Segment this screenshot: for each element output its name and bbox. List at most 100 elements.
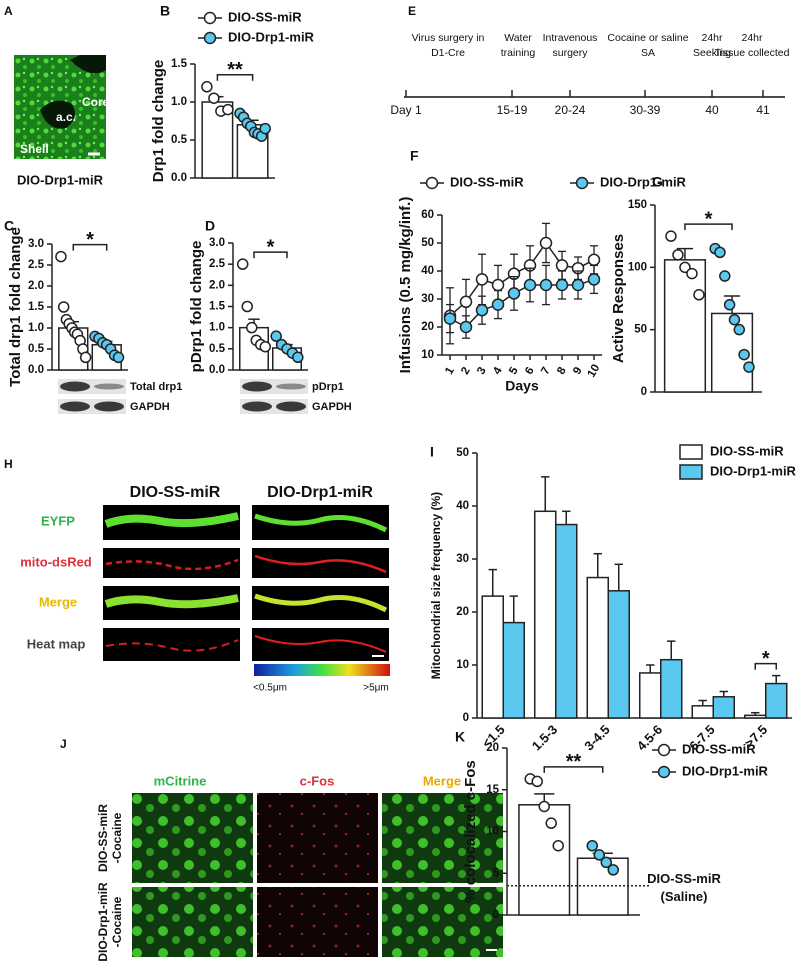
column-title: c-Fos (300, 773, 335, 788)
x-tick-label: 10 (586, 362, 603, 379)
significance-bracket (684, 223, 733, 231)
data-point (531, 775, 543, 788)
significance-label: ** (566, 751, 582, 773)
y-tick-label: 30 (456, 553, 469, 565)
significance-label: * (267, 236, 275, 258)
x-tick-label: 9 (571, 365, 585, 377)
dendrite (104, 512, 239, 528)
blot-label: GAPDH (130, 401, 170, 413)
data-point (555, 259, 569, 272)
bar (518, 804, 571, 916)
y-axis-label: Drp1 fold change (150, 60, 167, 183)
image-label: Core (82, 95, 110, 109)
colorbar-label: >5μm (363, 683, 389, 694)
significance-label: * (705, 208, 713, 230)
x-tick-label: 8 (555, 365, 569, 377)
dendrite (105, 558, 239, 571)
column-title: Merge (423, 773, 461, 788)
bar (534, 510, 557, 719)
image (103, 548, 240, 578)
data-point (201, 81, 213, 93)
data-point (679, 261, 691, 274)
data-point (475, 303, 489, 317)
legend-label: DIO-Drp1-miR (600, 174, 687, 189)
x-tick-label: 1.5-3 (529, 722, 561, 754)
row-label: Merge (39, 594, 77, 609)
blot-band (276, 401, 306, 412)
bar (607, 590, 630, 719)
data-point (719, 270, 731, 282)
legend-label: DIO-SS-miR (682, 741, 756, 756)
data-point (728, 313, 741, 326)
data-point (245, 321, 258, 334)
data-point (571, 278, 585, 292)
y-axis-label: Mitochondrial size frequency (%) (429, 492, 443, 679)
data-point (593, 849, 606, 861)
data-point (607, 864, 620, 876)
timeline-event: D1-Cre (431, 47, 465, 59)
y-tick-label: 0 (641, 386, 647, 398)
timeline-event: Water (504, 32, 532, 44)
panel-letter: H (4, 457, 13, 471)
column-title: mCitrine (154, 773, 207, 788)
y-tick-label: 0.0 (171, 172, 187, 184)
y-tick-label: 0.5 (171, 134, 188, 146)
legend-label: DIO-SS-miR (450, 174, 524, 189)
y-tick-label: 0 (493, 909, 499, 921)
bar (481, 595, 504, 719)
image (382, 887, 503, 957)
dendrite-images (103, 505, 389, 661)
y-tick-label: 10 (421, 349, 434, 361)
colorbar (254, 664, 390, 676)
y-tick-label: 0 (463, 712, 469, 724)
blot-band (60, 401, 90, 412)
bar (744, 714, 767, 719)
row-label: -Cocaine (110, 812, 124, 863)
data-point (693, 289, 705, 301)
legend-label: DIO-Drp1-miR (682, 763, 769, 778)
image-label: Shell (20, 142, 49, 156)
y-tick-label: 1.0 (28, 322, 44, 334)
data-point (538, 800, 550, 813)
y-tick-label: 50 (634, 324, 647, 336)
x-tick-label: 5 (507, 365, 521, 377)
data-point (523, 278, 537, 292)
y-tick-label: 50 (456, 447, 469, 459)
bar (639, 672, 662, 719)
panel-letter: A (4, 4, 13, 18)
dendrite (254, 635, 387, 653)
timeline-event: SA (641, 47, 655, 59)
y-tick-label: 2.5 (209, 258, 226, 270)
data-point (507, 287, 521, 300)
legend-marker (575, 176, 589, 190)
significance-bracket (543, 766, 604, 773)
timeline-event: Seeking (693, 47, 731, 59)
y-tick-label: 1.5 (171, 58, 188, 70)
y-tick-label: 100 (628, 261, 647, 273)
y-tick-label: 40 (456, 500, 469, 512)
timeline-event: surgery (552, 47, 588, 59)
y-tick-label: 5 (493, 867, 500, 879)
significance-bracket (216, 74, 254, 81)
bar (712, 696, 735, 719)
legend-marker (203, 31, 217, 45)
legend-label: DIO-Drp1-miR (228, 29, 315, 44)
dendrite (254, 513, 388, 533)
data-point (738, 348, 750, 361)
dendrite (104, 594, 239, 609)
significance-bracket (253, 251, 288, 259)
timeline-day: 15-19 (497, 103, 528, 117)
data-point (686, 267, 698, 280)
row-label: EYFP (41, 513, 75, 528)
legend-label: DIO-SS-miR (710, 443, 784, 458)
data-point (733, 323, 746, 336)
x-tick-label: 2 (459, 365, 473, 377)
timeline-event: training (501, 47, 536, 59)
dendrite (254, 554, 387, 574)
significance-bracket (72, 243, 108, 251)
data-point (55, 250, 67, 263)
dendrite (105, 639, 239, 652)
image (257, 887, 378, 957)
blot-band (276, 383, 306, 390)
